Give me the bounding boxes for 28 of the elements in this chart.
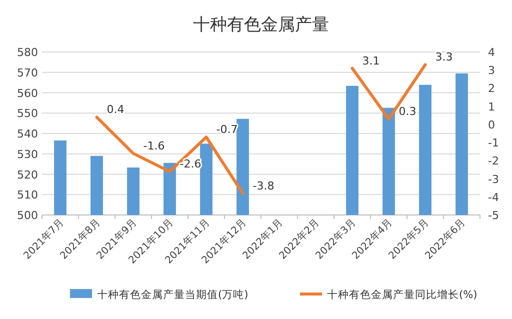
y2-tick-label: -2 bbox=[488, 154, 499, 168]
y2-tick-label: 2 bbox=[488, 82, 495, 96]
y-tick-label: 550 bbox=[17, 107, 38, 120]
y-tick-label: 540 bbox=[17, 128, 38, 140]
y2-tick-label: -4 bbox=[488, 190, 499, 204]
data-label: 3.1 bbox=[362, 54, 380, 68]
data-label: 0.3 bbox=[398, 105, 416, 118]
y-tick-label: 560 bbox=[17, 86, 38, 100]
y2-tick-label: -5 bbox=[488, 209, 499, 222]
y-tick-label: 520 bbox=[17, 168, 38, 182]
chart-title: 十种有色金属产量 bbox=[193, 15, 329, 35]
y-tick-label: 570 bbox=[17, 66, 38, 80]
y2-tick-label: 3 bbox=[488, 64, 495, 78]
data-label: -1.6 bbox=[143, 139, 165, 152]
data-label: 3.3 bbox=[435, 50, 453, 64]
y2-tick-label: -3 bbox=[488, 172, 499, 186]
legend-label: 十种有色金属产量同比增长(%) bbox=[327, 288, 478, 301]
legend-label: 十种有色金属产量当期值(万吨) bbox=[97, 288, 248, 301]
data-label: -3.8 bbox=[252, 179, 274, 192]
y-tick-label: 580 bbox=[17, 46, 38, 59]
y2-tick-label: 4 bbox=[488, 46, 495, 59]
y2-tick-label: 1 bbox=[488, 100, 495, 114]
y2-tick-label: 0 bbox=[488, 118, 495, 132]
data-label: 0.4 bbox=[106, 103, 124, 116]
y-tick-label: 500 bbox=[17, 209, 38, 222]
y-tick-label: 510 bbox=[17, 188, 38, 202]
y-tick-label: 530 bbox=[17, 148, 38, 161]
y2-tick-label: -1 bbox=[488, 136, 499, 150]
